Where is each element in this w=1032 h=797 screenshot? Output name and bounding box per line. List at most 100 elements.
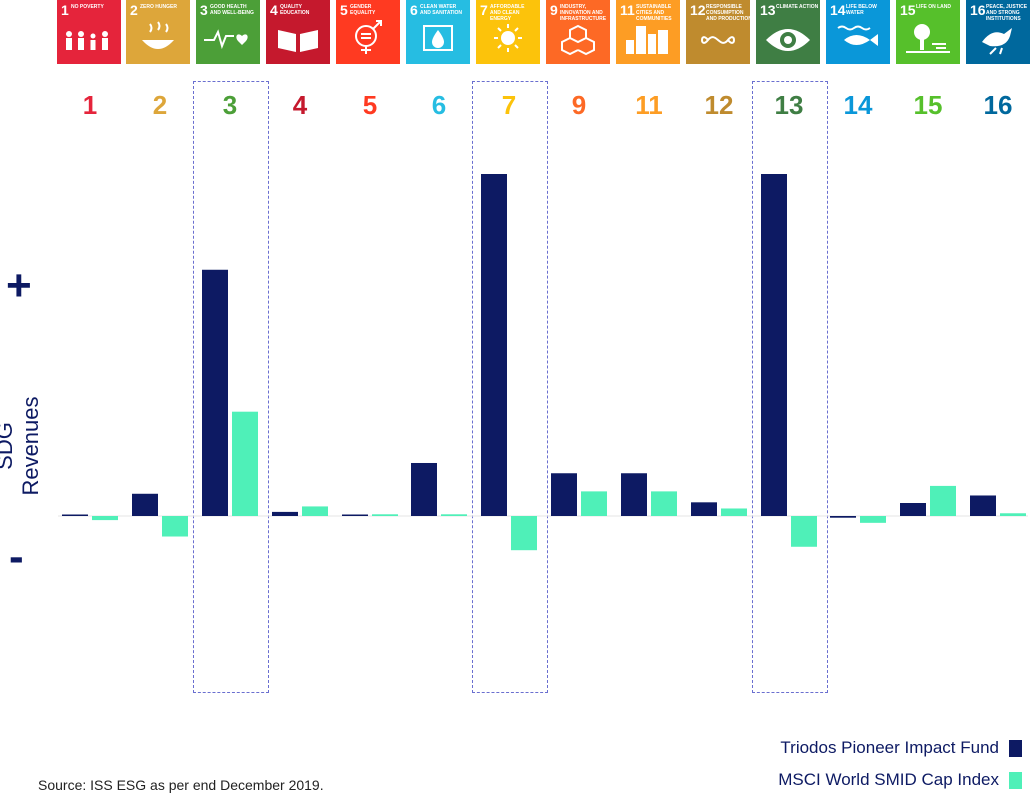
index-bar-goal-1 [92, 516, 118, 521]
fund-bar-goal-13 [761, 174, 787, 516]
sdg-tile-title: Good Health and Well-Being [210, 4, 254, 16]
fund-bar-goal-9 [551, 473, 577, 516]
legend-label-fund: Triodos Pioneer Impact Fund [780, 738, 999, 757]
sdg-tile-number: 5 [340, 2, 348, 18]
index-bar-goal-16 [1000, 513, 1026, 516]
legend-item-fund: Triodos Pioneer Impact Fund [780, 738, 1022, 758]
sdg-tile-16: 16 Peace, Justice and Strong Institutions [966, 0, 1030, 64]
sdg-tile-number: 11 [620, 2, 635, 18]
highlight-box-goal-13 [752, 81, 828, 693]
infinity-icon [701, 36, 735, 44]
index-bar-goal-2 [162, 516, 188, 537]
goal-number-15: 15 [913, 90, 943, 120]
fund-bar-goal-14 [830, 516, 856, 518]
sdg-tile-5: 5 Gender Equality [336, 0, 400, 64]
sdg-tile-number: 3 [200, 2, 208, 18]
fund-bar-goal-6 [411, 462, 437, 516]
book-icon [278, 30, 318, 52]
fund-bar-goal-16 [970, 495, 996, 516]
fund-bar-goal-1 [62, 514, 88, 516]
fund-bar-goal-3 [202, 269, 228, 516]
sdg-tile-number: 1 [61, 2, 69, 18]
sdg-tile-9: 9 Industry, Innovation and Infrastructure [546, 0, 610, 64]
index-bar-goal-12 [721, 508, 747, 516]
sdg-tile-title: Industry, Innovation and Infrastructure [560, 4, 607, 22]
sdg-tile-title: No Poverty [71, 4, 104, 10]
dove-icon [982, 28, 1012, 55]
sdg-tile-13: 13 Climate Action [756, 0, 820, 64]
sdg-tile-title: Affordable and Clean Energy [490, 4, 525, 22]
sdg-tile-title: Clean Water and Sanitation [420, 4, 463, 16]
goal-number-2: 2 [152, 90, 168, 120]
sdg-tile-12: 12 Responsible Consumption and Production [686, 0, 750, 64]
goal-number-12: 12 [704, 90, 734, 120]
sdg-tile-number: 6 [410, 2, 418, 18]
sdg-tile-15: 15 Life On Land [896, 0, 960, 64]
sdg-tile-1: 1 No Poverty [57, 0, 121, 64]
sdg-tile-title: Sustainable Cities and Communities [636, 4, 672, 22]
tree-icon [906, 24, 950, 53]
gender-equality-icon [355, 20, 382, 54]
sdg-tile-14: 14 Life Below Water [826, 0, 890, 64]
sdg-tile-title: Quality Education [280, 4, 310, 16]
sdg-tile-number: 15 [900, 2, 916, 18]
index-bar-goal-13 [791, 516, 817, 547]
fund-bar-goal-7 [481, 174, 507, 516]
eye-globe-icon [766, 29, 810, 51]
fund-bar-goal-2 [132, 493, 158, 516]
fund-bar-goal-15 [900, 503, 926, 516]
fund-bar-goal-12 [691, 502, 717, 516]
goal-number-14: 14 [843, 90, 873, 120]
sdg-tile-2: 2 Zero Hunger [126, 0, 190, 64]
goal-number-4: 4 [292, 90, 308, 120]
fund-bar-goal-5 [342, 514, 368, 516]
goal-number-3: 3 [222, 90, 238, 120]
sdg-tile-title: Climate Action [776, 4, 819, 10]
sdg-tile-7: 7 Affordable and Clean Energy [476, 0, 540, 64]
buildings-icon [626, 26, 668, 54]
sdg-tile-number: 9 [550, 2, 558, 18]
sdg-tile-number: 4 [270, 2, 278, 18]
sdg-tile-number: 2 [130, 2, 138, 18]
goal-number-9: 9 [571, 90, 587, 120]
positive-sign: + [6, 261, 32, 310]
index-bar-goal-9 [581, 491, 607, 516]
highlight-box-goal-3 [193, 81, 269, 693]
sdg-tile-number: 7 [480, 2, 488, 18]
goal-number-1: 1 [82, 90, 98, 120]
bowl-icon [142, 21, 174, 49]
fund-bar-goal-11 [621, 473, 647, 516]
sdg-tile-6: 6 Clean Water and Sanitation [406, 0, 470, 64]
sdg-tile-number: 16 [970, 2, 986, 18]
sdg-tile-11: 11 Sustainable Cities and Communities [616, 0, 680, 64]
sun-icon [494, 24, 522, 52]
legend-swatch-fund [1009, 739, 1022, 757]
index-bar-goal-14 [860, 516, 886, 523]
index-bar-goal-6 [441, 514, 467, 516]
goal-number-5: 5 [362, 90, 378, 120]
cubes-icon [561, 24, 595, 56]
goal-number-7: 7 [501, 90, 517, 120]
goal-number-11: 11 [635, 90, 663, 120]
goal-number-13: 13 [774, 90, 804, 120]
fund-bar-goal-4 [272, 511, 298, 516]
index-bar-goal-3 [232, 411, 258, 516]
sdg-tile-title: Gender Equality [350, 4, 376, 16]
family-icon [66, 31, 108, 50]
sdg-tile-title: Zero Hunger [140, 4, 177, 10]
source-note: Source: ISS ESG as per end December 2019… [38, 777, 324, 793]
heartbeat-icon [204, 29, 248, 50]
index-bar-goal-15 [930, 485, 956, 516]
sdg-tile-title: Responsible Consumption and Production [706, 4, 750, 22]
index-bar-goal-7 [511, 516, 537, 551]
sdg-tile-number: 12 [690, 2, 706, 18]
sdg-tile-title: Life On Land [916, 4, 951, 10]
sdg-tile-number: 14 [830, 2, 846, 18]
water-drop-icon [423, 25, 453, 51]
goal-number-6: 6 [431, 90, 447, 120]
index-bar-goal-11 [651, 491, 677, 516]
index-bar-goal-5 [372, 514, 398, 516]
sdg-tile-title: Peace, Justice and Strong Institutions [986, 4, 1028, 22]
fish-icon [837, 25, 878, 46]
